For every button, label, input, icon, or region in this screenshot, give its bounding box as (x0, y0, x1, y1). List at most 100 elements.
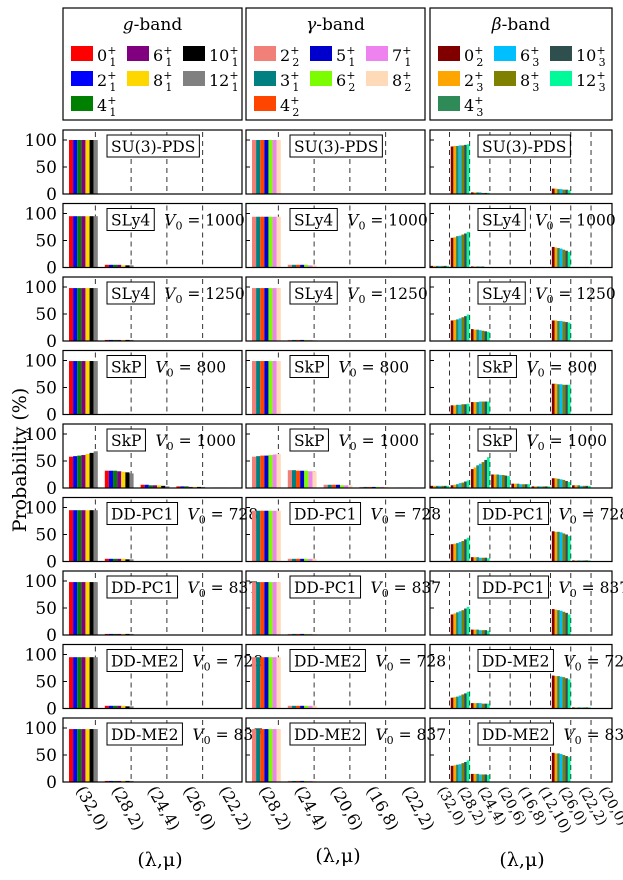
bar (260, 657, 265, 709)
bar (531, 486, 535, 488)
bar (470, 557, 474, 562)
panel-frame (245, 276, 426, 342)
bar (85, 729, 90, 782)
bar (565, 384, 568, 415)
panel-r1-c0: 0 50 100 SLy4 V0 = 1000 (25, 202, 245, 279)
bar (252, 657, 257, 709)
bar (85, 216, 90, 268)
bar (456, 404, 459, 415)
axis-labels: Probability (%) (λ,μ) (λ,μ) (λ,μ) (9, 388, 545, 871)
legend-title-letter: γ (306, 15, 317, 35)
bar (117, 471, 122, 488)
legend-swatch (183, 46, 205, 61)
panel-r2-c0: 0 50 100 SLy4 V0 = 1250 (25, 276, 245, 352)
legend-item: 10+ 1 (183, 44, 239, 69)
bar (93, 216, 98, 268)
model-frame (106, 208, 155, 231)
bar (291, 470, 297, 488)
bar (481, 330, 485, 341)
bar (291, 705, 297, 709)
bar (312, 265, 317, 268)
bar (557, 248, 560, 268)
bar (481, 703, 485, 709)
bar (481, 557, 485, 562)
bar (562, 611, 566, 635)
bar (574, 485, 578, 488)
bar (565, 250, 568, 268)
bar (466, 760, 470, 782)
bar (551, 675, 555, 709)
bar (104, 705, 109, 709)
bar (567, 190, 571, 194)
bar (539, 486, 543, 488)
bar (562, 755, 566, 782)
bar (77, 657, 82, 709)
bar (473, 629, 477, 635)
bar (470, 192, 474, 194)
bar (461, 404, 465, 415)
bar (446, 265, 450, 268)
bar (484, 401, 487, 415)
panel-frame (62, 717, 243, 783)
panel-frame (429, 496, 613, 563)
v0-label: V0 = 728 (192, 653, 263, 674)
bar (69, 361, 74, 415)
bar (272, 582, 277, 635)
bar (304, 470, 309, 488)
bar (453, 697, 457, 709)
bar (93, 140, 98, 194)
bar (81, 216, 86, 268)
model-name: SU(3)-PDS (111, 138, 195, 156)
y-tick-label: 100 (25, 278, 57, 298)
panel-r2-c1: SLy4 V0 = 1250 (245, 276, 428, 342)
bar (264, 361, 269, 415)
legend-swatch (366, 46, 388, 61)
model-frame (477, 208, 526, 231)
bar (268, 216, 273, 268)
bar (484, 459, 487, 488)
bar (559, 676, 563, 709)
bar (264, 582, 269, 635)
bar (157, 485, 162, 488)
bar (567, 536, 571, 562)
legend-label: 2+ 2 (280, 44, 299, 69)
bar (562, 321, 566, 341)
bar (562, 677, 566, 709)
model-frame (477, 428, 517, 452)
bar (85, 657, 90, 709)
legend-label: 4+ 1 (97, 94, 116, 119)
x-tick-label: (24,4) (291, 783, 332, 834)
bar (89, 729, 94, 782)
model-name: SU(3)-PDS (294, 138, 378, 156)
bar (256, 510, 261, 562)
model-name: DD-ME2 (111, 653, 178, 671)
bar (117, 558, 122, 562)
panel-frame (62, 129, 243, 195)
legend-label: 0+ 2 (464, 44, 483, 69)
bar (557, 610, 560, 635)
v0-label: V0 = 728 (563, 653, 623, 674)
bar (450, 544, 454, 562)
bar (453, 765, 457, 782)
panel-frame (245, 129, 426, 195)
bar (252, 140, 257, 194)
bar (450, 405, 454, 415)
panel-r7-c2: DD-ME2 V0 = 728 (429, 643, 623, 710)
model-name: SLy4 (294, 285, 333, 303)
bar (478, 703, 482, 709)
bar (544, 486, 548, 488)
model-frame (289, 355, 329, 378)
bar (77, 510, 82, 562)
bar (335, 484, 341, 488)
bar (464, 693, 467, 709)
legend-swatch (366, 71, 388, 86)
bar (272, 288, 277, 341)
x-tick-label: (20,6) (327, 783, 368, 834)
bar (272, 657, 277, 709)
x-tick-label: (16,8) (362, 783, 403, 834)
bar (121, 705, 126, 709)
bar (276, 510, 281, 562)
model-name: SLy4 (482, 285, 521, 303)
legend-swatch (438, 71, 460, 86)
bar (466, 606, 470, 635)
